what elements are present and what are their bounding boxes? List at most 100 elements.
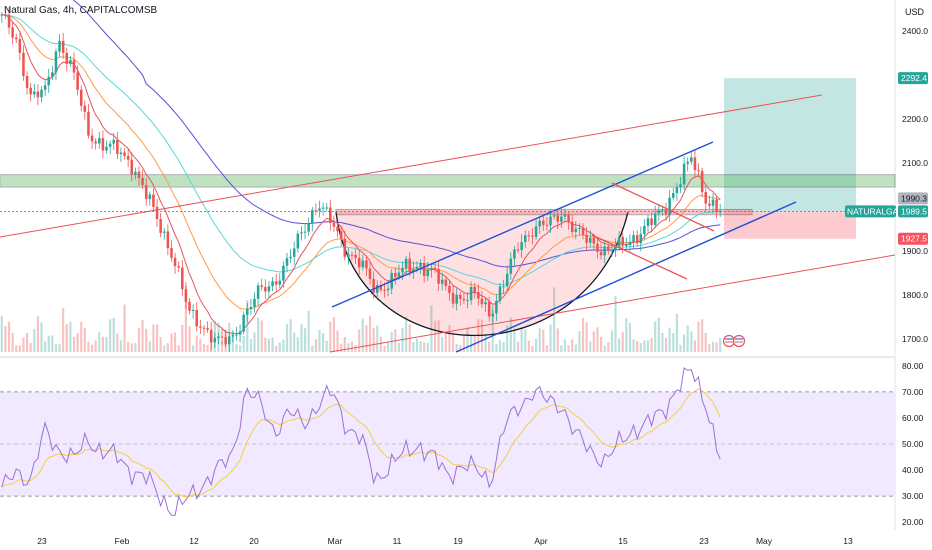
candle bbox=[679, 176, 682, 194]
candle bbox=[505, 265, 509, 292]
candle bbox=[542, 215, 545, 231]
volume-bar bbox=[177, 345, 180, 352]
volume-bar bbox=[639, 342, 642, 352]
volume-bar bbox=[563, 339, 567, 352]
volume-bar bbox=[672, 333, 675, 352]
candle bbox=[11, 21, 14, 45]
candle bbox=[282, 261, 285, 288]
candle bbox=[570, 214, 574, 236]
volume-bar bbox=[524, 329, 527, 352]
candle bbox=[596, 237, 599, 259]
volume-bar bbox=[148, 341, 151, 352]
candle bbox=[54, 48, 58, 81]
volume-bar bbox=[610, 330, 613, 352]
volume-bar bbox=[318, 330, 321, 352]
volume-bar bbox=[155, 324, 159, 352]
upper-trend-line[interactable] bbox=[0, 94, 823, 238]
volume-bar bbox=[535, 338, 538, 352]
volume-bar bbox=[62, 308, 65, 352]
us-flag-icon[interactable] bbox=[722, 334, 746, 348]
stop-price-badge: 1927.5 bbox=[898, 232, 928, 245]
candle bbox=[650, 212, 653, 233]
price-candles bbox=[0, 6, 722, 352]
volume-bar bbox=[361, 318, 364, 352]
resistance-zone[interactable] bbox=[0, 174, 896, 188]
candle bbox=[166, 224, 170, 256]
currency-label[interactable]: USD bbox=[905, 7, 925, 17]
volume-bar bbox=[711, 341, 715, 352]
candle bbox=[0, 12, 4, 23]
candle bbox=[502, 279, 505, 295]
candle bbox=[87, 104, 90, 139]
rsi-axis[interactable]: 80.00 70.00 60.00 50.00 40.00 30.00 20.00 bbox=[902, 361, 924, 527]
neckline-zone[interactable] bbox=[335, 208, 753, 216]
flag-lower-line[interactable] bbox=[591, 234, 688, 280]
volume-bar bbox=[293, 332, 296, 352]
flag-upper-line[interactable] bbox=[611, 182, 715, 232]
candle bbox=[462, 292, 466, 305]
channel-upper-line[interactable] bbox=[331, 141, 714, 308]
channel-lower-line[interactable] bbox=[455, 201, 797, 353]
time-axis[interactable]: 23 Feb 12 20 Mar 11 19 Apr 15 23 May 13 bbox=[37, 536, 853, 546]
candle bbox=[325, 203, 328, 212]
volume-bar bbox=[708, 344, 711, 352]
volume-bar bbox=[303, 328, 307, 352]
time-tick-label: 23 bbox=[699, 536, 709, 546]
volume-bar bbox=[679, 344, 682, 352]
candle bbox=[668, 189, 671, 222]
candle bbox=[552, 212, 556, 220]
volume-bar bbox=[578, 331, 581, 352]
candle bbox=[588, 230, 592, 247]
chart-title: Natural Gas, 4h, CAPITALCOMSB bbox=[4, 5, 158, 16]
price-axis[interactable]: 2400.0 2200.0 2100.0 1900.0 1800.0 1700.0 bbox=[902, 26, 928, 344]
volume-bar bbox=[549, 324, 552, 352]
volume-bar bbox=[238, 345, 242, 352]
volume-bar bbox=[69, 321, 72, 352]
volume-bar bbox=[444, 333, 447, 352]
lower-trend-line[interactable] bbox=[329, 254, 896, 353]
target-zone[interactable] bbox=[724, 78, 856, 212]
cup-arc[interactable] bbox=[335, 211, 629, 337]
candle bbox=[235, 326, 238, 341]
volume-bar bbox=[491, 309, 494, 352]
volume-bar bbox=[253, 332, 256, 352]
candle bbox=[300, 226, 303, 241]
candle bbox=[408, 252, 411, 277]
candle bbox=[246, 302, 249, 323]
volume-bar bbox=[693, 340, 697, 352]
volume-bar bbox=[7, 321, 11, 352]
candle bbox=[628, 234, 632, 252]
candle bbox=[372, 271, 375, 299]
volume-bar bbox=[585, 322, 588, 352]
stop-zone[interactable] bbox=[724, 211, 856, 239]
volume-bar bbox=[484, 335, 487, 352]
volume-bar bbox=[581, 318, 585, 352]
svg-text:1989.5: 1989.5 bbox=[901, 206, 927, 216]
volume-bar bbox=[134, 343, 137, 352]
volume-bar bbox=[130, 343, 133, 352]
candle bbox=[173, 252, 177, 274]
price-panel[interactable] bbox=[0, 0, 895, 352]
candle bbox=[79, 85, 83, 112]
volume-bar bbox=[495, 344, 498, 352]
time-tick-label: 11 bbox=[393, 536, 402, 546]
volume-bar bbox=[704, 332, 707, 352]
candle bbox=[242, 311, 245, 335]
volume-bar bbox=[249, 339, 252, 352]
cup-fill[interactable] bbox=[336, 212, 628, 336]
candle bbox=[181, 259, 184, 296]
candle bbox=[469, 281, 473, 305]
time-tick-label: May bbox=[756, 536, 773, 546]
time-tick-label: Apr bbox=[534, 536, 547, 546]
price-tick-label: 1900.0 bbox=[902, 246, 928, 256]
volume-bar bbox=[58, 344, 61, 352]
candle bbox=[264, 279, 267, 299]
candle bbox=[545, 217, 549, 231]
candle bbox=[549, 209, 552, 234]
candle bbox=[188, 297, 191, 315]
candle bbox=[105, 140, 108, 154]
candle bbox=[653, 205, 657, 229]
candle bbox=[274, 273, 278, 293]
candle bbox=[209, 321, 213, 351]
